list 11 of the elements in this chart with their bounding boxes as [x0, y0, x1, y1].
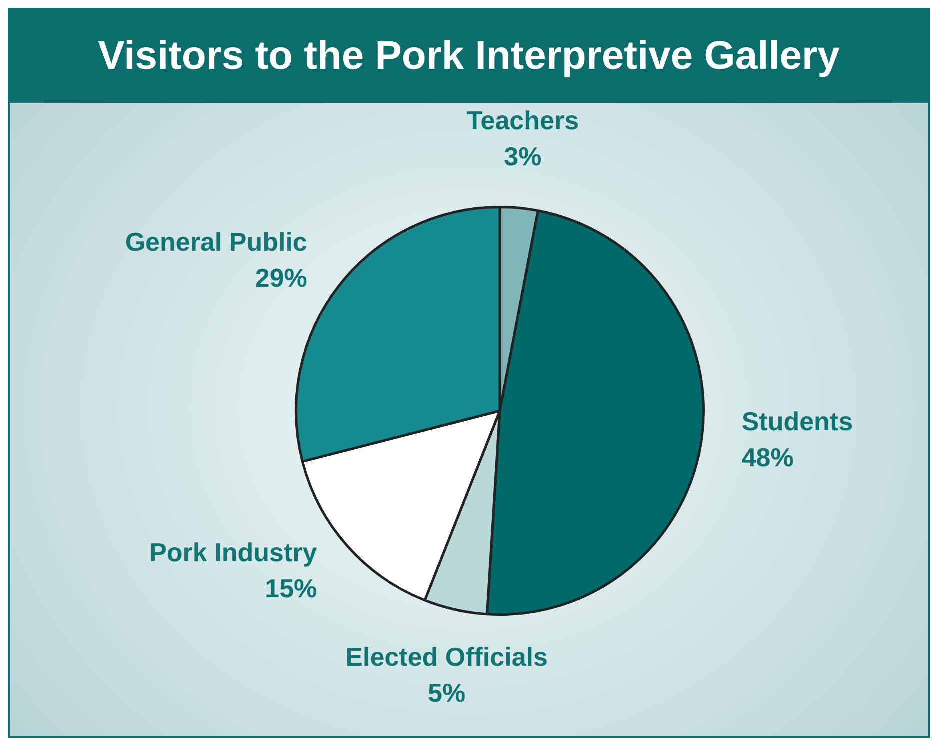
slice-label: Elected Officials — [346, 642, 548, 672]
data-label: 15% — [265, 573, 318, 604]
slice-label: Pork Industry — [150, 537, 318, 568]
data-label: 5% — [428, 678, 466, 708]
chart-title: Visitors to the Pork Interpretive Gallery — [10, 10, 928, 103]
slice-label: General Public — [125, 226, 308, 257]
data-label: 48% — [742, 442, 794, 473]
data-label: 29% — [255, 262, 308, 293]
data-label: 3% — [504, 142, 542, 172]
slice-label: Students — [742, 406, 854, 437]
slice-label: Teachers — [466, 106, 580, 136]
